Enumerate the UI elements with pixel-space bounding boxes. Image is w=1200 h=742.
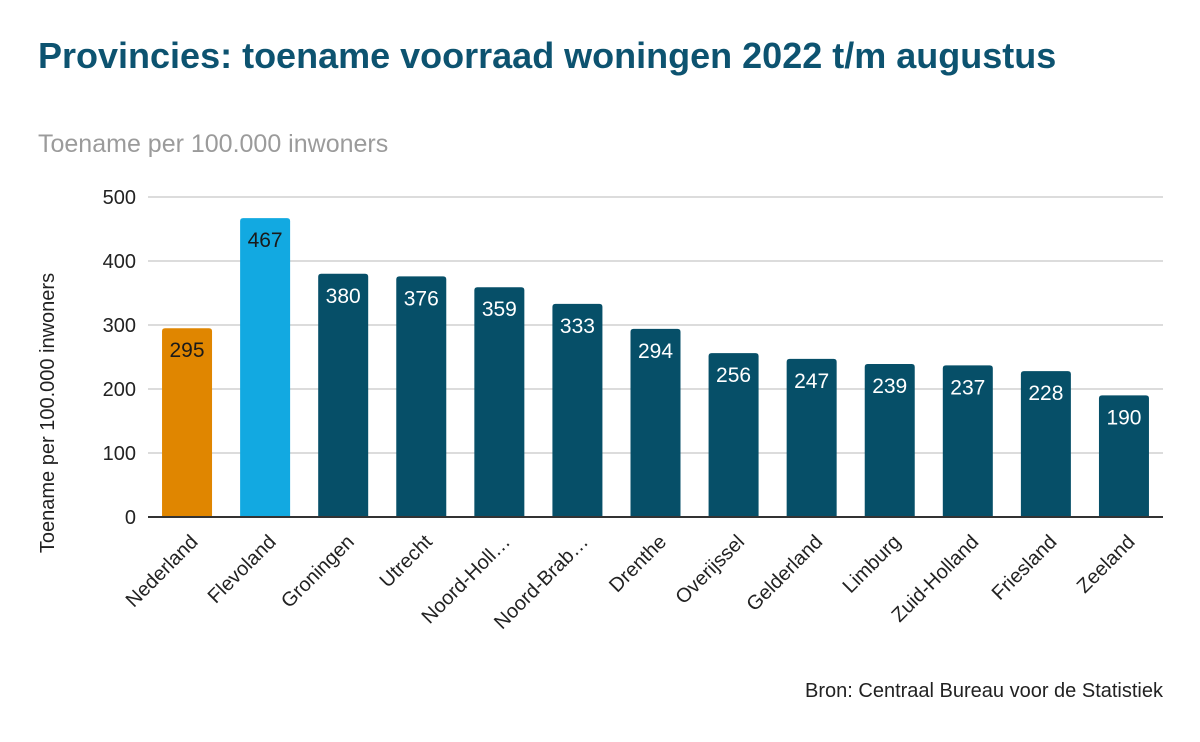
bar [396, 276, 447, 517]
x-tick-label: Zeeland [1073, 531, 1140, 598]
data-label: 467 [248, 229, 283, 252]
bar [864, 364, 915, 517]
bar [318, 273, 369, 517]
data-label: 359 [482, 298, 517, 321]
bars [162, 218, 1149, 517]
y-axis-ticks: 0 100 200 300 400 500 [103, 187, 136, 529]
x-tick-label: Utrecht [376, 531, 437, 592]
y-tick-label: 500 [103, 187, 136, 209]
data-label: 333 [560, 315, 595, 338]
y-tick-label: 100 [103, 443, 136, 465]
x-tick-label: Flevoland [204, 531, 281, 608]
y-axis-label: Toename per 100.000 inwoners [37, 273, 59, 553]
data-label: 256 [716, 364, 751, 387]
data-label: 295 [170, 339, 205, 362]
x-tick-label: Groningen [277, 531, 359, 613]
y-tick-label: 300 [103, 315, 136, 337]
chart-title: Provincies: toename voorraad woningen 20… [38, 35, 1057, 76]
chart-subtitle: Toename per 100.000 inwoners [38, 130, 389, 158]
bar [1098, 395, 1149, 517]
x-tick-label: Overijssel [671, 531, 749, 609]
y-tick-label: 400 [103, 251, 136, 273]
data-label: 190 [1106, 406, 1141, 429]
bar [1020, 371, 1071, 517]
bar [162, 328, 213, 517]
bar [474, 287, 525, 517]
data-label: 228 [1028, 382, 1063, 405]
data-label: 239 [872, 375, 907, 398]
data-label: 294 [638, 340, 673, 363]
data-label: 380 [326, 285, 361, 308]
bar [942, 365, 993, 517]
data-label: 237 [950, 376, 985, 399]
bar [708, 353, 759, 517]
data-label: 376 [404, 287, 439, 310]
source-note: Bron: Centraal Bureau voor de Statistiek [805, 680, 1163, 702]
x-tick-label: Drenthe [605, 531, 671, 597]
x-tick-label: Gelderland [742, 531, 827, 616]
bar [786, 358, 837, 517]
bar [630, 328, 681, 517]
value-labels: 295 467 380 376 359 333 294 256 247 239 237 228 190 [170, 229, 1142, 429]
bar [240, 218, 291, 517]
y-tick-label: 200 [103, 379, 136, 401]
x-tick-label: Nederland [122, 531, 203, 612]
x-tick-label: Limburg [839, 531, 906, 598]
x-tick-label: Friesland [988, 531, 1062, 605]
y-tick-label: 0 [125, 507, 136, 529]
bar [552, 303, 603, 517]
data-label: 247 [794, 370, 829, 393]
